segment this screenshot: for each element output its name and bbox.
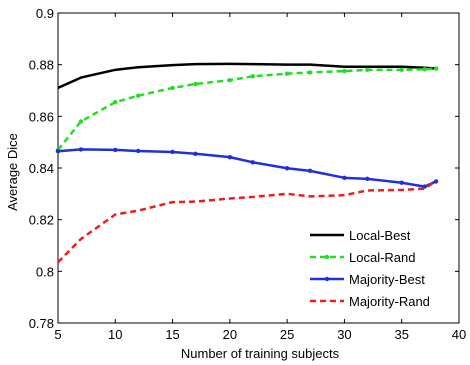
- series-point-local-rand: [193, 81, 198, 87]
- series-point-majority-best: [78, 147, 84, 152]
- series-point-local-rand: [342, 68, 347, 74]
- series-point-majority-best: [227, 154, 233, 160]
- series-point-local-rand: [284, 71, 290, 76]
- legend-label-majority-best: Majority-Best: [349, 272, 425, 287]
- series-point-local-rand: [136, 93, 141, 98]
- y-axis-label: Average Dice: [5, 133, 20, 211]
- x-tick-label: 20: [223, 327, 237, 342]
- series-point-majority-best: [365, 176, 370, 182]
- series-line-local-rand: [57, 67, 437, 151]
- legend-label-local-rand: Local-Rand: [349, 250, 416, 265]
- series-point-local-rand: [307, 70, 313, 75]
- series-point-majority-best: [170, 149, 175, 155]
- series-line-local-best: [57, 62, 437, 90]
- series-point-majority-best: [193, 151, 198, 156]
- legend-marker-majority-best: [324, 276, 330, 282]
- series-point-local-rand: [250, 74, 255, 79]
- legend-label-local-best: Local-Best: [349, 228, 411, 243]
- legend-marker-local-rand: [324, 254, 330, 260]
- x-tick-label: 10: [108, 327, 122, 342]
- x-tick-label: 30: [337, 327, 351, 342]
- y-tick-label: 0.88: [29, 58, 54, 73]
- x-axis-label: Number of training subjects: [181, 346, 340, 361]
- series-point-local-rand: [422, 67, 427, 72]
- series-point-majority-best: [342, 175, 347, 181]
- series-point-local-rand: [227, 77, 233, 83]
- legend-label-majority-rand: Majority-Rand: [349, 294, 430, 309]
- x-tick-label: 25: [280, 327, 294, 342]
- series-point-majority-best: [250, 160, 255, 165]
- y-tick-label: 0.82: [29, 213, 54, 228]
- y-tick-label: 0.8: [36, 264, 54, 279]
- series-point-majority-best: [113, 147, 118, 153]
- series-point-majority-best: [399, 180, 404, 185]
- y-tick-label: 0.86: [29, 109, 54, 124]
- series-point-local-rand: [113, 99, 118, 105]
- x-tick-label: 5: [54, 327, 61, 342]
- series-point-majority-best: [284, 166, 290, 171]
- x-tick-label: 40: [452, 327, 466, 342]
- series-point-majority-best: [55, 149, 61, 154]
- x-tick-label: 35: [394, 327, 408, 342]
- series-point-local-rand: [78, 119, 84, 124]
- y-tick-label: 0.9: [36, 6, 54, 21]
- series-point-local-rand: [365, 67, 370, 73]
- series-point-majority-best: [307, 168, 313, 174]
- y-tick-label: 0.84: [29, 161, 54, 176]
- series-point-local-rand: [170, 85, 175, 91]
- y-tick-label: 0.78: [29, 316, 54, 331]
- series-point-local-rand: [433, 66, 439, 71]
- x-tick-label: 15: [165, 327, 179, 342]
- series-point-majority-best: [136, 148, 141, 154]
- series-point-local-rand: [399, 67, 404, 73]
- series-line-majority-rand: [57, 179, 437, 264]
